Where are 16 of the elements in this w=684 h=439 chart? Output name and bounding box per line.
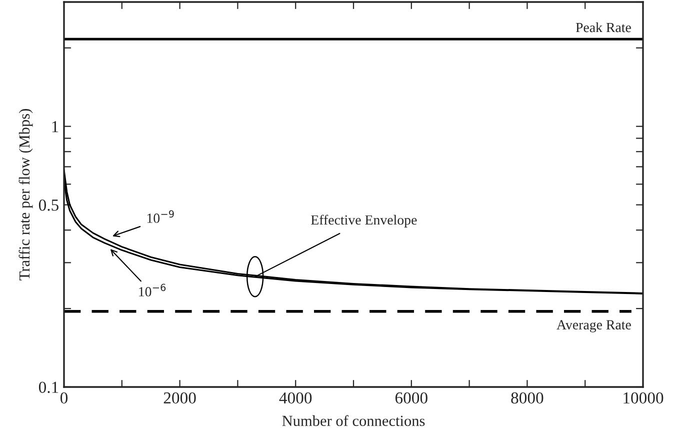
y-tick-label: 1: [52, 121, 58, 132]
legend-label: 10$^{−6}$: [139, 284, 166, 296]
annotation: Effective Envelope: [311, 214, 417, 228]
x-tick-label: 6000: [395, 392, 428, 404]
x-tick-label: 2000: [164, 392, 196, 404]
text: 10$^{−9}$: [147, 210, 174, 223]
y-axis-title: Traffic rate per flow (Mbps): [18, 109, 33, 280]
ref-line-label: Peak Rate: [576, 22, 631, 32]
x-tick-label: 4000: [279, 392, 312, 404]
ref-line-label: Average Rate: [556, 320, 631, 332]
y-tick-label: 0.5: [38, 200, 58, 211]
x-tick-label: 8000: [511, 392, 544, 404]
x-tick-label: 10000: [624, 392, 664, 404]
x-axis-title: Number of connections: [282, 415, 425, 426]
y-tick-label: 0.1: [38, 382, 58, 394]
x-tick-label: 0: [60, 392, 68, 404]
